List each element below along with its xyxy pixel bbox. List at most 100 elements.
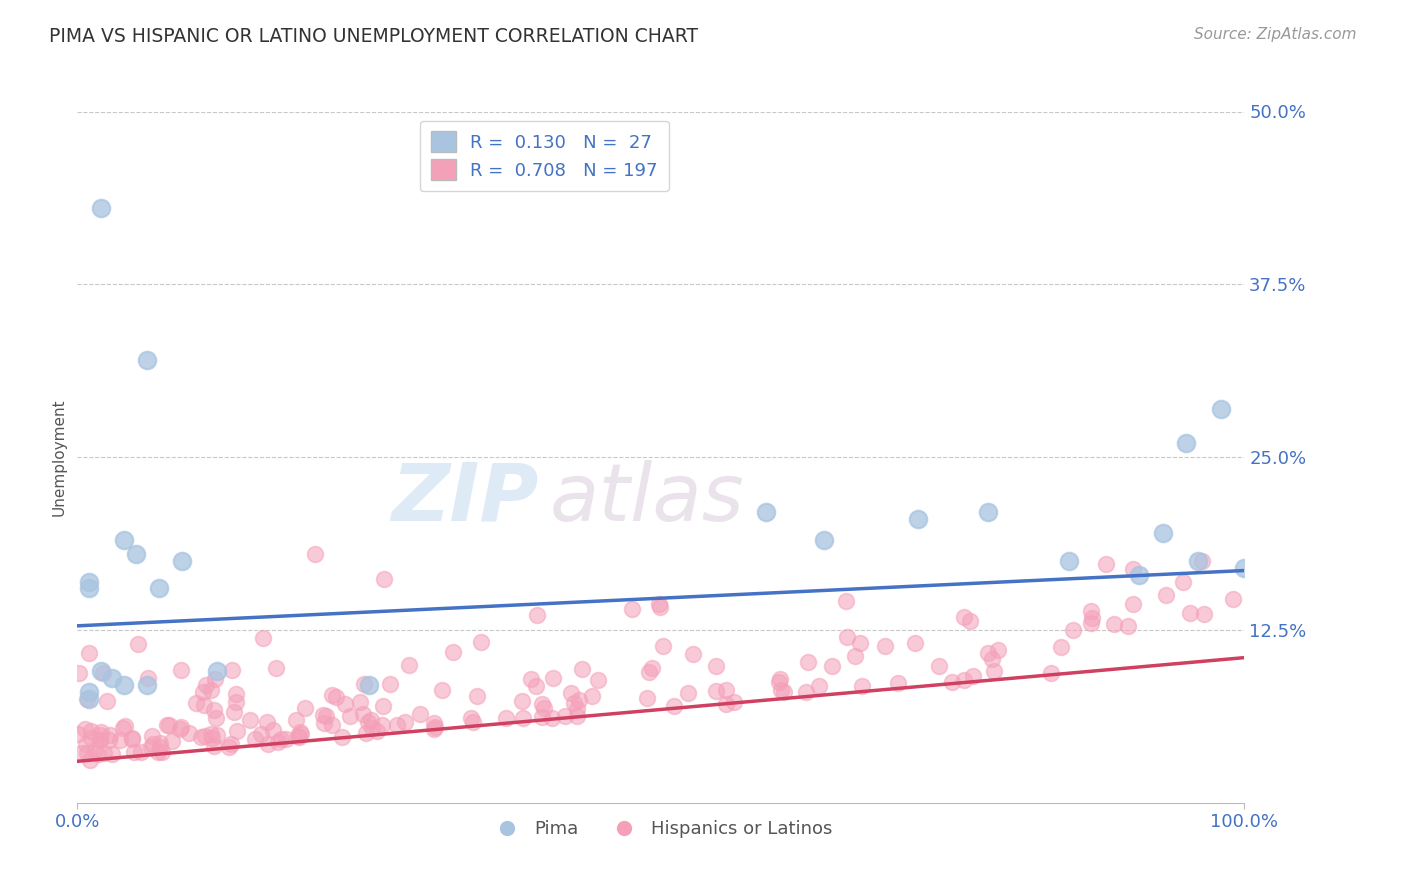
Point (976, 505, 998, 519)
Point (1191, 554, 1213, 568)
Point (218, 740, 240, 755)
Point (1057, 554, 1080, 568)
Point (77, 582, 100, 596)
Point (769, 672, 792, 686)
Point (353, 677, 375, 691)
Point (366, 724, 388, 739)
Point (887, 676, 910, 690)
Point (156, 717, 179, 731)
Point (111, 721, 134, 735)
Point (361, 721, 384, 735)
Point (495, 711, 517, 725)
Point (149, 736, 172, 750)
Point (89, 728, 111, 742)
Point (121, 731, 143, 746)
Point (676, 686, 699, 700)
Point (1152, 526, 1174, 541)
Point (1222, 591, 1244, 606)
Point (101, 747, 124, 761)
Point (962, 668, 984, 682)
Point (219, 737, 242, 751)
Point (349, 695, 371, 709)
Point (1050, 640, 1073, 654)
Point (533, 700, 555, 714)
Point (354, 725, 377, 739)
Point (225, 687, 247, 701)
Point (373, 572, 395, 586)
Point (541, 711, 564, 725)
Point (83, 743, 105, 757)
Point (86, 747, 108, 761)
Point (704, 659, 727, 673)
Point (201, 731, 224, 746)
Point (97, 732, 120, 747)
Point (90, 725, 112, 739)
Point (941, 674, 963, 689)
Point (170, 719, 193, 733)
Point (807, 679, 830, 693)
Text: atlas: atlas (550, 459, 745, 538)
Point (136, 678, 159, 692)
Point (844, 648, 866, 663)
Point (222, 706, 245, 720)
Point (121, 732, 143, 747)
Point (821, 658, 844, 673)
Point (565, 702, 588, 716)
Point (304, 547, 326, 561)
Point (356, 714, 378, 729)
Point (1194, 607, 1216, 621)
Point (423, 716, 446, 731)
Point (520, 673, 543, 687)
Point (581, 689, 603, 703)
Point (136, 353, 159, 368)
Point (76, 692, 98, 706)
Point (928, 659, 950, 673)
Point (243, 731, 266, 746)
Point (875, 639, 897, 653)
Point (1080, 615, 1102, 630)
Point (981, 652, 1004, 666)
Point (723, 695, 745, 709)
Point (526, 607, 548, 622)
Point (139, 740, 162, 755)
Point (93, 665, 115, 680)
Point (131, 746, 153, 760)
Point (262, 723, 284, 737)
Point (124, 547, 148, 561)
Point (796, 685, 818, 699)
Y-axis label: Unemployment: Unemployment (51, 399, 66, 516)
Point (141, 729, 163, 743)
Point (274, 731, 297, 746)
Point (1102, 616, 1125, 631)
Point (249, 727, 271, 741)
Point (648, 600, 671, 615)
Point (76, 747, 98, 761)
Point (200, 682, 222, 697)
Point (75, 737, 97, 751)
Point (648, 598, 671, 612)
Point (959, 615, 981, 629)
Point (315, 708, 337, 723)
Point (371, 699, 394, 714)
Point (378, 676, 401, 690)
Point (77, 685, 100, 699)
Point (330, 730, 353, 744)
Point (80, 731, 103, 745)
Point (463, 715, 485, 730)
Point (270, 731, 292, 746)
Point (287, 729, 309, 743)
Point (142, 737, 165, 751)
Point (460, 710, 482, 724)
Point (1178, 607, 1201, 621)
Point (441, 645, 464, 659)
Point (636, 690, 658, 705)
Point (907, 512, 929, 526)
Point (170, 663, 193, 677)
Point (531, 710, 554, 724)
Point (67, 727, 90, 741)
Point (554, 708, 576, 723)
Point (524, 679, 547, 693)
Point (1128, 567, 1150, 582)
Point (394, 714, 416, 729)
Point (652, 639, 675, 653)
